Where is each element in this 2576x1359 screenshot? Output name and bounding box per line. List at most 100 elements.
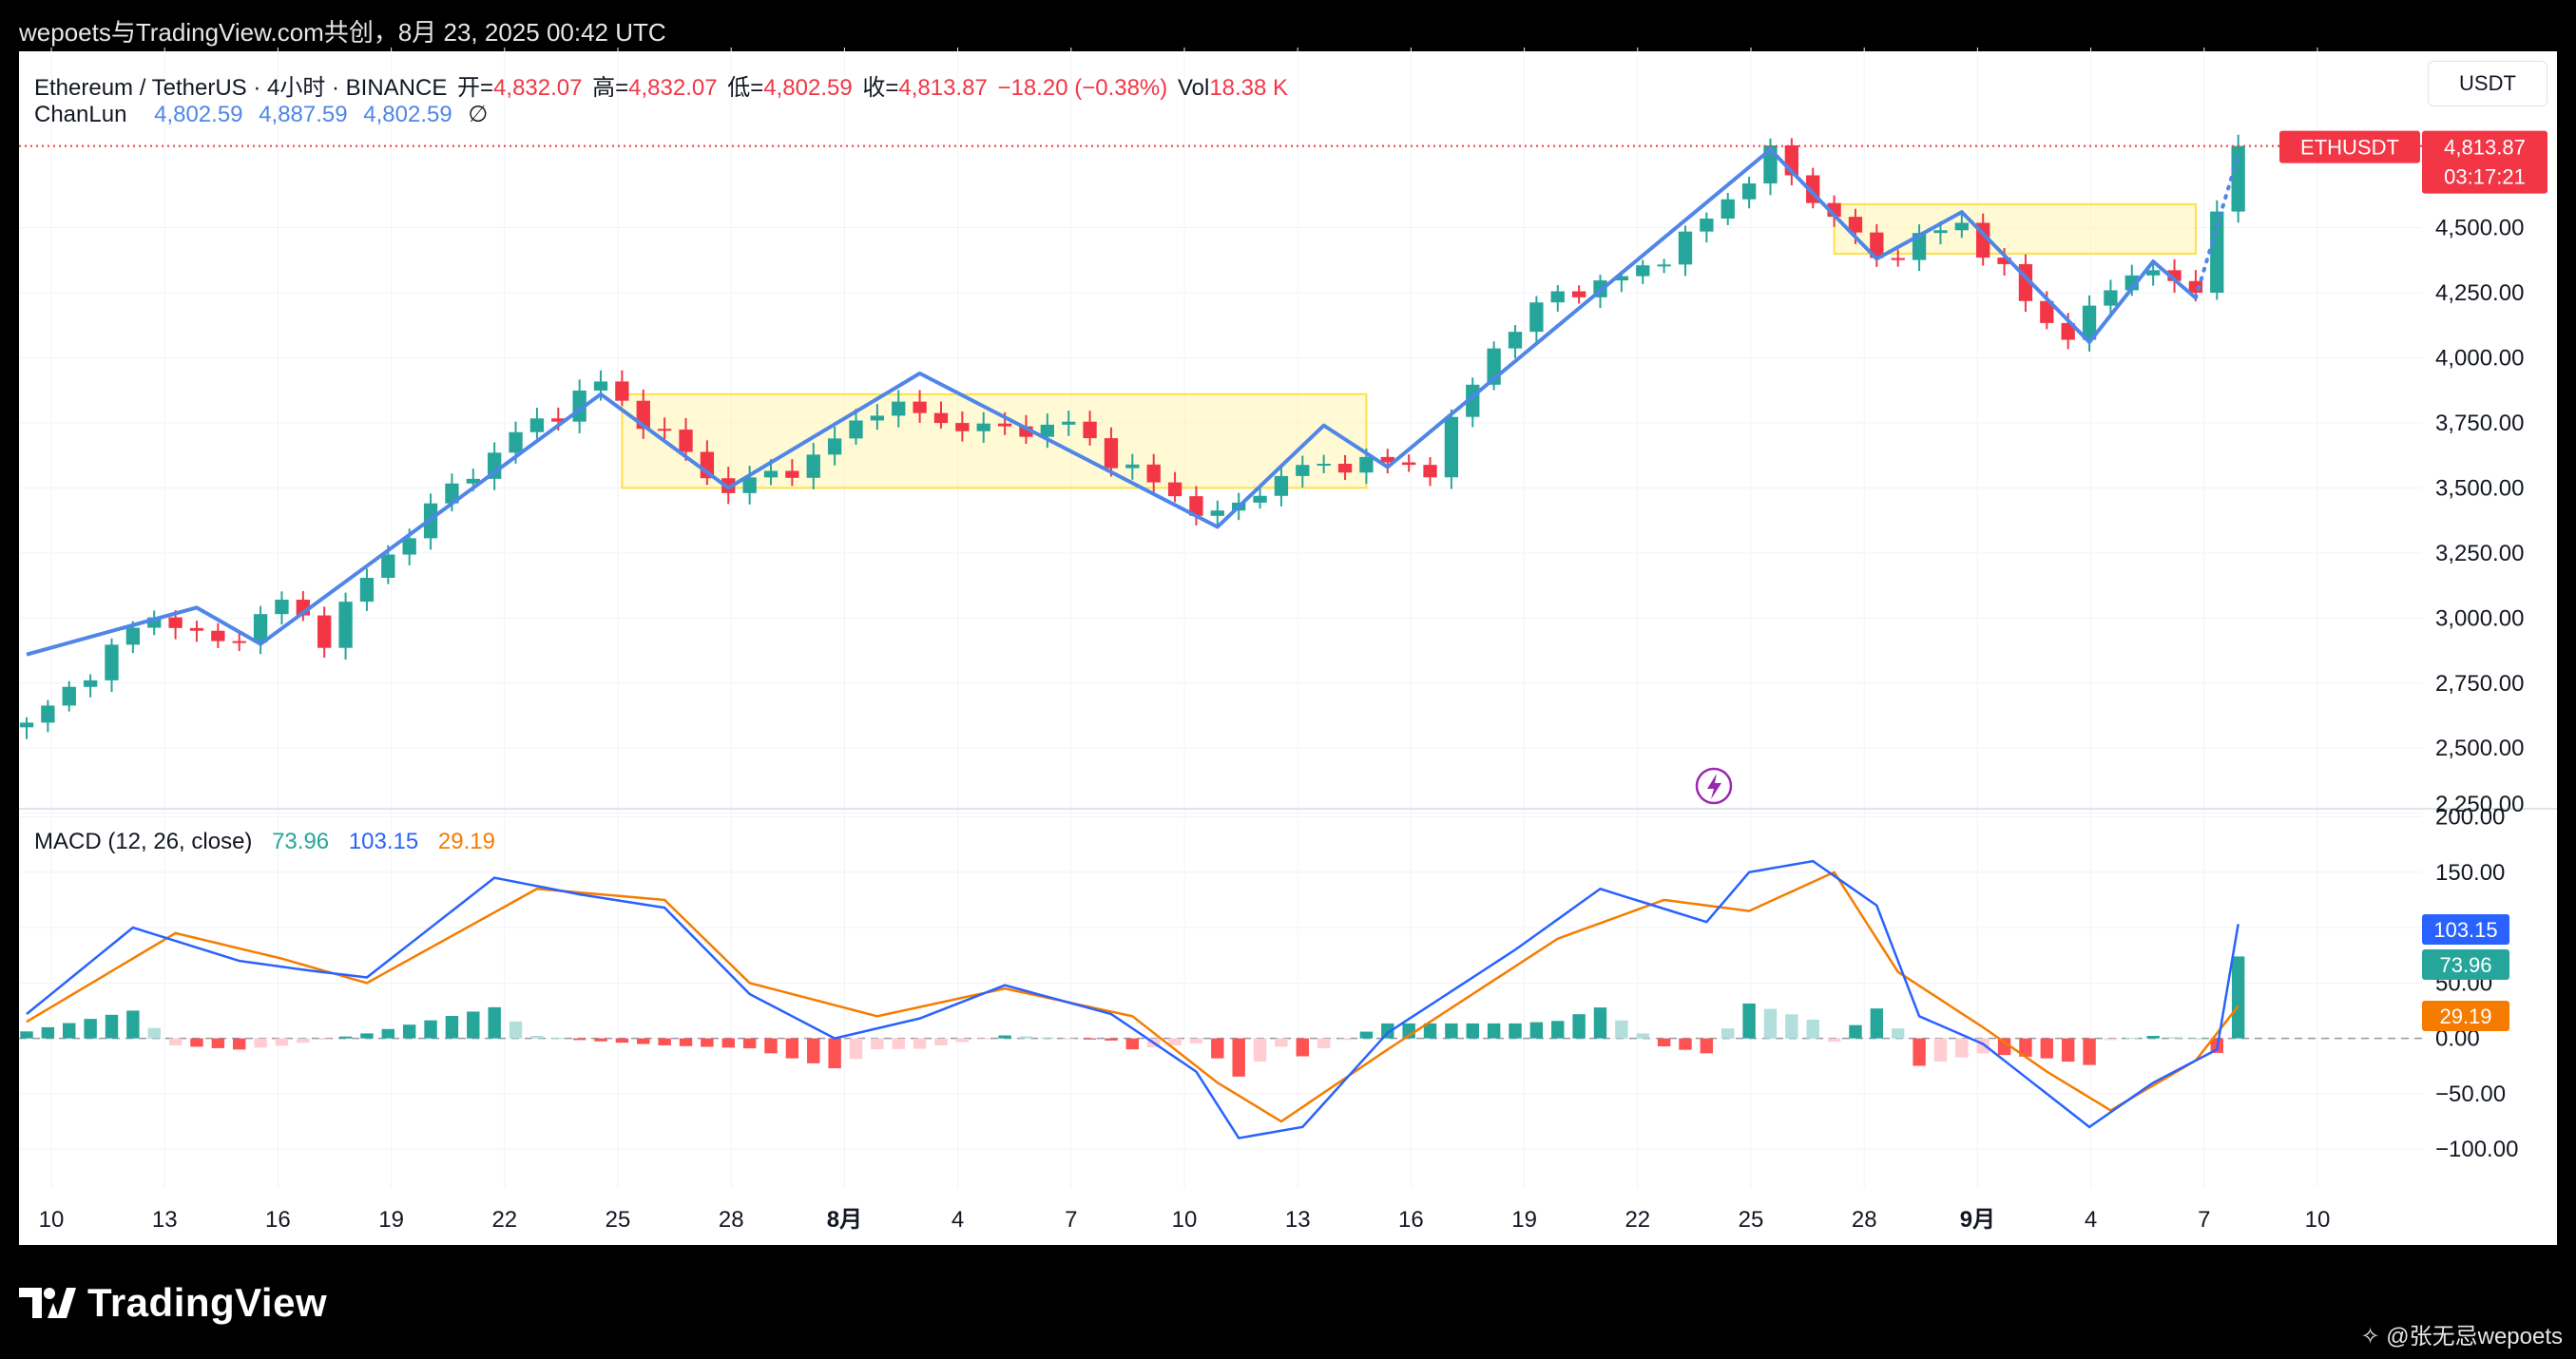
- candle[interactable]: [381, 554, 395, 579]
- candle[interactable]: [1636, 265, 1650, 277]
- candle[interactable]: [62, 686, 76, 706]
- candle[interactable]: [253, 614, 268, 642]
- candle[interactable]: [1891, 258, 1905, 260]
- candle[interactable]: [827, 438, 842, 455]
- candle[interactable]: [168, 617, 183, 628]
- candle[interactable]: [1167, 482, 1182, 497]
- candle[interactable]: [2061, 322, 2075, 340]
- candle[interactable]: [19, 722, 34, 728]
- indicator-legend[interactable]: ChanLun 4,802.59 4,887.59 4,802.59 ∅: [34, 101, 491, 128]
- macd-signal-line[interactable]: [26, 871, 2240, 1123]
- macd-legend[interactable]: MACD (12, 26, close) 73.96 103.15 29.19: [34, 829, 499, 855]
- macd-hist-tag: [2422, 949, 2509, 980]
- candle[interactable]: [1954, 222, 1969, 231]
- candle[interactable]: [913, 401, 927, 413]
- candle[interactable]: [849, 420, 863, 439]
- macd-axis-label: 200.00: [2435, 804, 2505, 830]
- candle[interactable]: [892, 401, 906, 416]
- candle[interactable]: [615, 381, 629, 401]
- candle[interactable]: [1657, 264, 1671, 267]
- candle[interactable]: [1870, 232, 1884, 258]
- candle[interactable]: [105, 644, 119, 680]
- candle[interactable]: [402, 538, 416, 555]
- candle[interactable]: [359, 578, 375, 603]
- candle[interactable]: [785, 470, 799, 478]
- candle[interactable]: [2040, 300, 2054, 323]
- candle[interactable]: [317, 615, 332, 648]
- chart-card[interactable]: [19, 51, 2557, 1245]
- candle[interactable]: [1571, 291, 1586, 297]
- candle[interactable]: [1529, 302, 1544, 333]
- macd-line[interactable]: [26, 859, 2240, 1139]
- candle[interactable]: [657, 429, 672, 431]
- candle[interactable]: [1253, 495, 1267, 503]
- candle[interactable]: [1062, 421, 1076, 425]
- candle[interactable]: [1296, 465, 1310, 476]
- candle[interactable]: [551, 418, 566, 422]
- candle[interactable]: [976, 423, 990, 431]
- candle[interactable]: [806, 454, 820, 478]
- candle[interactable]: [2082, 305, 2097, 340]
- candle[interactable]: [1423, 465, 1437, 478]
- candle[interactable]: [1104, 438, 1119, 469]
- candle[interactable]: [997, 423, 1012, 427]
- candle[interactable]: [742, 477, 757, 493]
- candle[interactable]: [41, 705, 55, 723]
- candle[interactable]: [232, 641, 246, 643]
- candle[interactable]: [189, 627, 204, 631]
- candle[interactable]: [211, 630, 225, 641]
- candle[interactable]: [1933, 230, 1948, 234]
- candle[interactable]: [1380, 456, 1394, 463]
- candle[interactable]: [275, 599, 289, 615]
- candle[interactable]: [2104, 290, 2118, 306]
- candle[interactable]: [1189, 496, 1203, 516]
- candle[interactable]: [83, 680, 98, 687]
- candle[interactable]: [1040, 424, 1054, 437]
- candle[interactable]: [338, 602, 353, 648]
- candle[interactable]: [955, 423, 970, 431]
- candle[interactable]: [1019, 426, 1033, 437]
- candle[interactable]: [1402, 462, 1416, 466]
- candle[interactable]: [1444, 416, 1459, 478]
- candle[interactable]: [1125, 464, 1140, 469]
- candle[interactable]: [593, 381, 608, 391]
- candle[interactable]: [1359, 456, 1374, 473]
- candle[interactable]: [1912, 233, 1927, 260]
- candle[interactable]: [509, 431, 523, 453]
- candle[interactable]: [1083, 421, 1097, 439]
- candle[interactable]: [147, 617, 162, 628]
- candle[interactable]: [1997, 258, 2011, 264]
- candle[interactable]: [1146, 464, 1161, 483]
- candle[interactable]: [870, 415, 885, 421]
- candle[interactable]: [125, 627, 141, 645]
- candle[interactable]: [1274, 475, 1289, 496]
- candle[interactable]: [529, 418, 545, 432]
- candle[interactable]: [1317, 463, 1331, 466]
- candle[interactable]: [1741, 183, 1757, 200]
- candle[interactable]: [1700, 218, 1714, 232]
- candle[interactable]: [445, 483, 459, 504]
- currency-button[interactable]: USDT: [2428, 61, 2547, 106]
- candle[interactable]: [1848, 217, 1863, 233]
- candle[interactable]: [1550, 291, 1565, 303]
- candle[interactable]: [679, 430, 693, 452]
- candle[interactable]: [1337, 463, 1353, 473]
- candle[interactable]: [2167, 270, 2182, 281]
- candle[interactable]: [2231, 145, 2245, 212]
- candle[interactable]: [1721, 199, 1735, 219]
- candle[interactable]: [1614, 276, 1629, 281]
- candle[interactable]: [1210, 510, 1224, 516]
- top-bar: wepoets与TradingView.com共创，8月 23, 2025 00…: [0, 0, 2576, 51]
- pivot-zone-2[interactable]: [1833, 202, 2197, 255]
- candle[interactable]: [1508, 332, 1523, 349]
- candle[interactable]: [2146, 270, 2161, 276]
- candle[interactable]: [466, 478, 480, 484]
- candle[interactable]: [488, 452, 502, 479]
- chanlun-stroke-line[interactable]: [26, 147, 2198, 657]
- candle[interactable]: [933, 412, 949, 424]
- macd-histogram-bar: [402, 1024, 416, 1039]
- pivot-zone-1[interactable]: [621, 392, 1368, 489]
- candle[interactable]: [1678, 231, 1693, 265]
- candle[interactable]: [763, 470, 779, 478]
